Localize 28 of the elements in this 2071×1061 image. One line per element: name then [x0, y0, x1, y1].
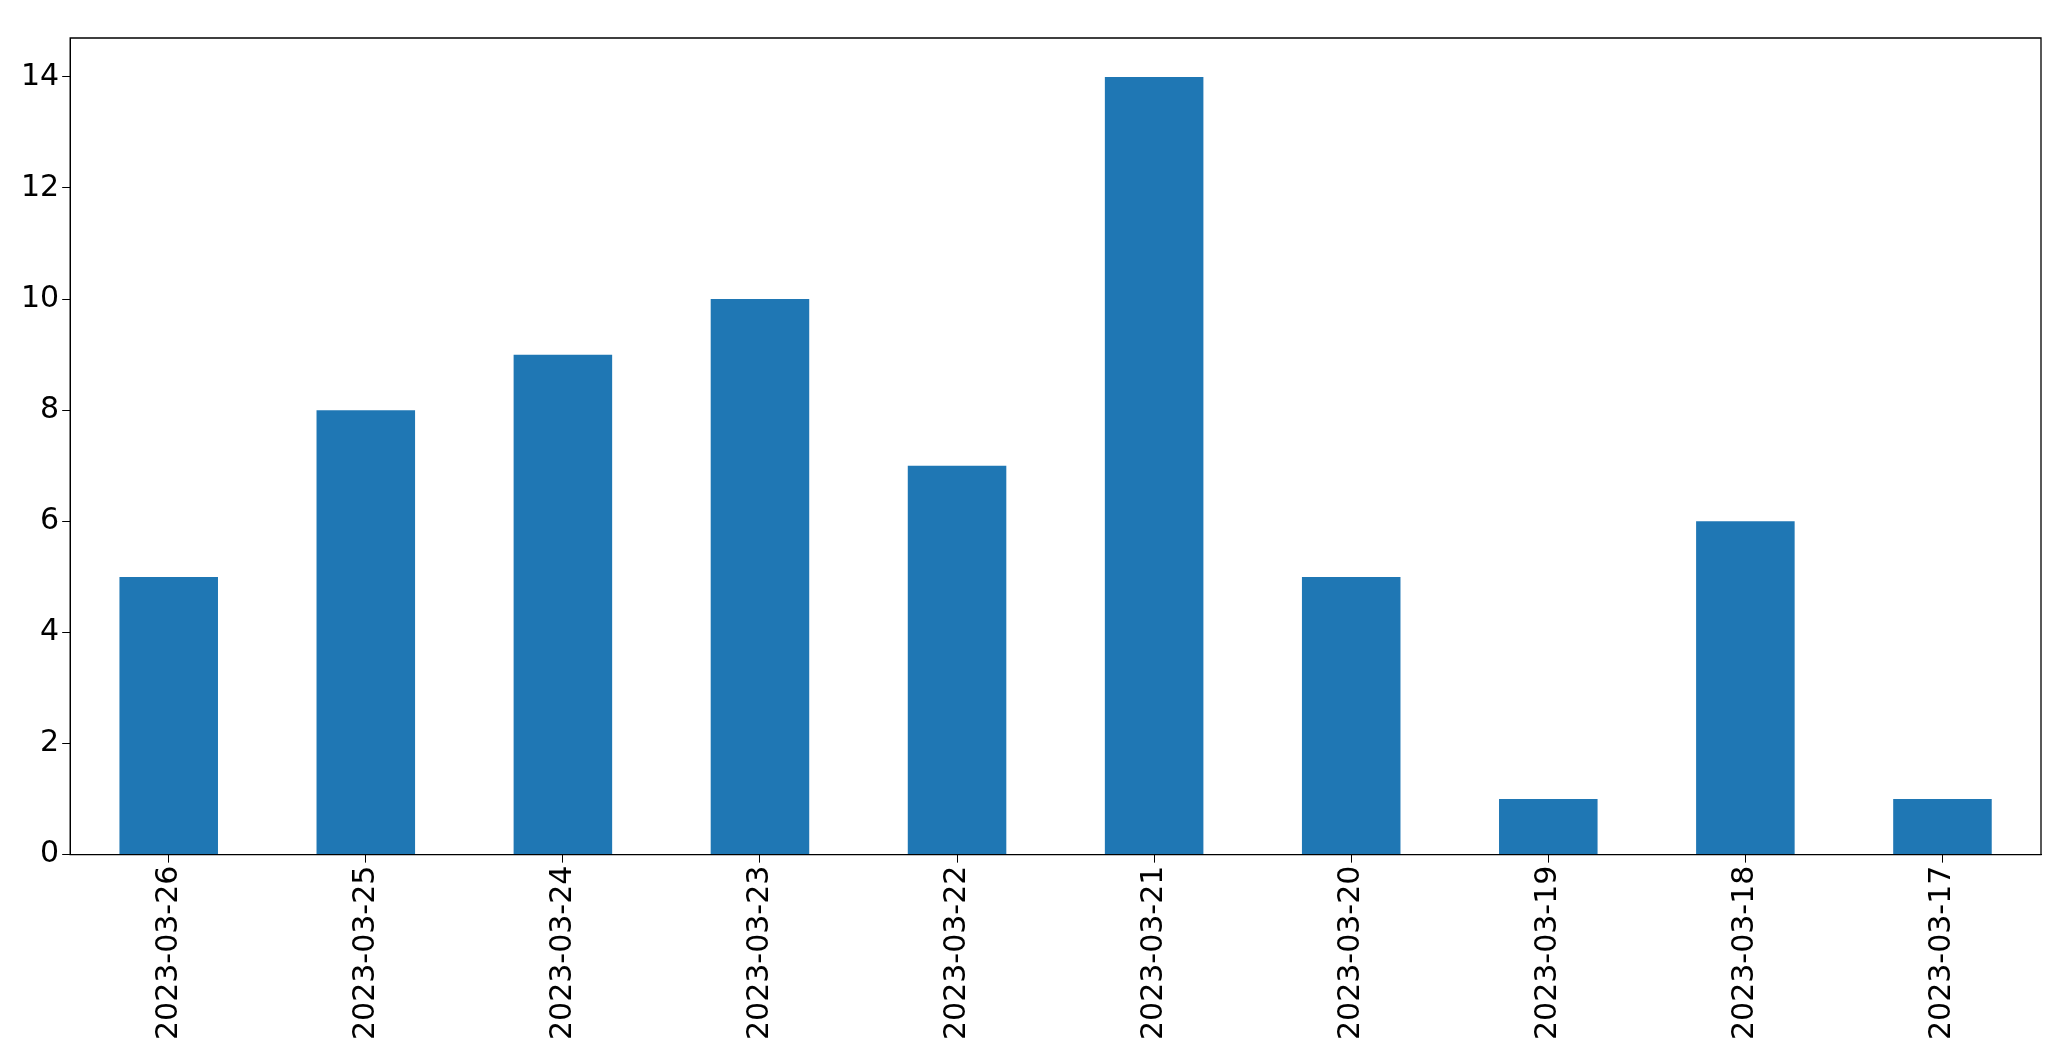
- y-tick-label: 6: [40, 501, 60, 537]
- bar: [1301, 576, 1401, 855]
- x-tick-label: 2023-03-22: [936, 865, 972, 1041]
- x-tick-label: 2023-03-17: [1922, 865, 1958, 1041]
- bar: [1893, 799, 1992, 855]
- x-tick-label: 2023-03-19: [1528, 865, 1564, 1041]
- y-tick-label: 14: [20, 56, 60, 92]
- bar: [1499, 799, 1598, 855]
- x-tick-label: 2023-03-23: [739, 865, 775, 1041]
- bar: [1104, 76, 1204, 855]
- bar: [513, 354, 613, 855]
- bar: [710, 299, 810, 855]
- y-tick-label: 4: [40, 612, 60, 648]
- x-tick-label: 2023-03-26: [148, 865, 184, 1041]
- y-tick-label: 10: [20, 278, 60, 314]
- x-tick-label: 2023-03-25: [345, 865, 381, 1041]
- bar: [907, 465, 1007, 855]
- x-tick-label: 2023-03-21: [1133, 865, 1169, 1041]
- x-tick-label: 2023-03-20: [1331, 865, 1367, 1041]
- bar: [316, 410, 416, 855]
- y-tick-label: 8: [40, 390, 60, 426]
- y-tick-label: 2: [40, 723, 60, 759]
- bar: [1696, 521, 1795, 855]
- x-tick-label: 2023-03-24: [542, 865, 578, 1041]
- x-tick-label: 2023-03-18: [1725, 865, 1761, 1041]
- bar: [119, 576, 218, 855]
- y-tick-label: 0: [40, 834, 60, 870]
- y-tick-label: 12: [20, 167, 60, 203]
